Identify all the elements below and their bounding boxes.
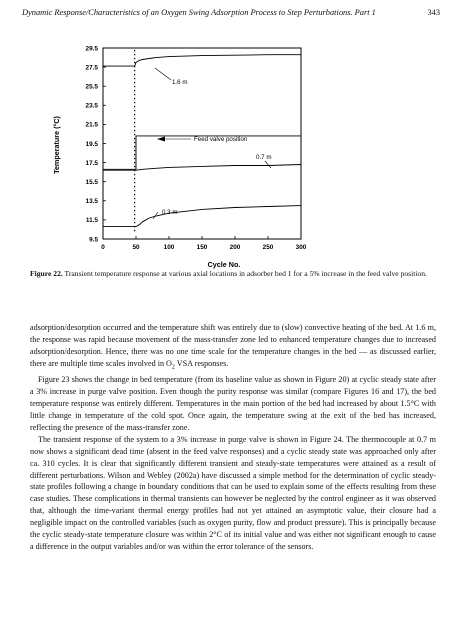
paragraph-3: The transient response of the system to … [30,434,436,551]
series-line-2 [103,164,302,171]
figure-22: 9.5 11.5 13.5 15.5 17.5 19.5 21.5 23.5 25.5 27.5 2… [0,0,462,290]
leader-0-3m [152,211,159,220]
x-tick-label: 50 [132,244,140,251]
y-tick-label: 21.5 [86,122,99,129]
y-tick-label: 25.5 [86,84,99,91]
x-tick-label: 100 [164,244,175,251]
x-tick-label: 150 [197,244,208,251]
series-line-0 [103,54,301,67]
x-tick-label: 200 [230,244,241,251]
page-number: 343 [427,8,440,17]
x-tick-label: 300 [296,244,307,251]
annotation-0-3m: 0.3 m [162,209,177,216]
caption-text: Transient temperature response at variou… [64,269,427,278]
arrowhead-feed-valve [157,136,165,142]
y-tick-label: 23.5 [86,103,99,110]
figure-caption: Figure 22. Transient temperature respons… [30,269,434,280]
paragraph-1-text: adsorption/desorption occurred and the t… [30,323,436,368]
x-tick-label: 0 [101,244,105,251]
paragraph-1: adsorption/desorption occurred and the t… [30,322,436,374]
x-tick-label: 250 [263,244,274,251]
paragraph-1-end: VSA responses. [174,358,229,368]
y-tick-label: 9.5 [89,236,98,243]
y-tick-label: 29.5 [86,45,99,52]
header-title: Dynamic Response/Characteristics of an O… [22,8,376,17]
leader-1-6m [154,67,172,81]
series-line-3 [103,205,302,228]
series-line-1 [103,135,301,170]
plot-frame [102,47,302,240]
y-tick-label: 15.5 [86,179,99,186]
y-tick-label: 13.5 [86,198,99,205]
y-tick-label: 11.5 [86,217,99,224]
y-tick-label: 17.5 [86,160,99,167]
subscript-2: 2 [171,364,175,371]
x-axis-label: Cycle No. [208,260,241,269]
y-tick-label: 19.5 [86,141,99,148]
caption-label: Figure 22. [30,269,63,278]
paragraph-2: Figure 23 shows the change in bed temper… [30,375,436,432]
body-text: adsorption/desorption occurred and the t… [30,322,436,553]
annotation-feed-valve: Feed valve position [194,136,248,143]
leader-0-7m [264,160,272,169]
temperature-chart: 9.5 11.5 13.5 15.5 17.5 19.5 21.5 23.5 25.5 27.5 2… [52,45,307,269]
y-tick-label: 27.5 [86,64,99,71]
running-header: Dynamic Response/Characteristics of an O… [22,5,440,21]
y-axis-label: Temperature (°C) [52,115,61,173]
annotation-1-6m: 1.6 m [172,79,187,86]
annotation-0-7m: 0.7 m [256,154,271,161]
